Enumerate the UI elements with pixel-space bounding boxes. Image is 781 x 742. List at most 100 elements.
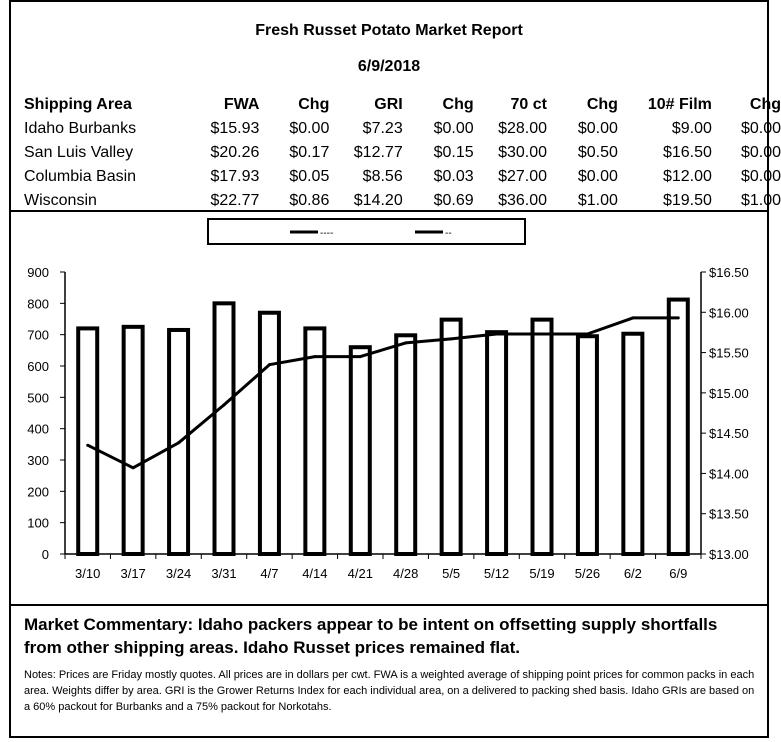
price-cell: $30.00 [498, 144, 547, 161]
line-point [177, 441, 181, 445]
shipping-area-cell: San Luis Valley [24, 144, 134, 161]
price-cell: $36.00 [498, 192, 547, 209]
line-point [222, 403, 226, 407]
price-cell: $28.00 [498, 120, 547, 137]
x-tick-label: 4/21 [348, 566, 373, 581]
price-cell: $0.00 [433, 120, 474, 137]
line-point [313, 355, 317, 359]
x-tick-label: 4/7 [260, 566, 278, 581]
legend-series-1-label: ---- [320, 228, 333, 239]
bar [621, 331, 645, 556]
shipping-area-cell: Columbia Basin [24, 168, 137, 185]
bar [530, 317, 554, 556]
column-header: GRI [374, 96, 403, 113]
report-title: Fresh Russet Potato Market Report [255, 22, 523, 39]
x-tick-label: 6/2 [624, 566, 642, 581]
table-row: Idaho Burbanks $15.93 $0.00 $7.23 $0.00 $28.0… [24, 117, 781, 141]
column-header: 10# Film [647, 96, 712, 113]
price-line [87, 316, 679, 470]
x-tick-label: 5/5 [442, 566, 460, 581]
price-cell: $0.50 [577, 144, 618, 161]
line-point [540, 332, 544, 336]
bar [303, 326, 327, 557]
price-cell: $0.86 [289, 192, 330, 209]
table-row: Columbia Basin $17.93 $0.05 $8.56 $0.03 $27.0… [24, 165, 781, 189]
price-cell: $0.00 [577, 168, 618, 185]
x-tick-label: 4/28 [393, 566, 418, 581]
price-cell: $12.77 [353, 144, 403, 161]
line-point [495, 332, 499, 336]
column-header: Shipping Area [24, 96, 132, 113]
price-cell: $17.93 [210, 168, 260, 185]
column-header: 70 ct [510, 96, 547, 113]
line-point [358, 355, 362, 359]
left-tick-label: 0 [42, 547, 49, 562]
x-tick-label: 3/24 [166, 566, 191, 581]
line-point [631, 316, 635, 320]
line-point [676, 316, 680, 320]
price-cell: $20.26 [210, 144, 260, 161]
bar [76, 326, 100, 557]
price-cell: $19.50 [662, 192, 712, 209]
price-cell: $0.00 [577, 120, 618, 137]
table-row: Wisconsin $22.77 $0.86 $14.20 $0.69 $36.00 $1.… [24, 189, 781, 213]
table-row: San Luis Valley $20.26 $0.17 $12.77 $0.15 $30… [24, 141, 781, 165]
bar [575, 334, 599, 556]
left-tick-label: 900 [27, 265, 49, 280]
price-cell: $14.20 [353, 192, 403, 209]
column-header: FWA [223, 96, 260, 113]
chart: ---- --0100200300400500600700800900$13.00… [27, 218, 749, 581]
left-tick-label: 100 [27, 516, 49, 531]
right-tick-label: $14.00 [709, 466, 749, 481]
line-point [449, 337, 453, 341]
right-tick-label: $15.50 [709, 346, 749, 361]
price-cell: $8.56 [362, 168, 403, 185]
right-tick-label: $13.00 [709, 547, 749, 562]
price-cell: $22.77 [210, 192, 260, 209]
shipping-area-cell: Wisconsin [24, 192, 97, 209]
right-tick-label: $14.50 [709, 426, 749, 441]
left-tick-label: 400 [27, 422, 49, 437]
legend-box [207, 218, 526, 245]
x-tick-label: 5/26 [575, 566, 600, 581]
left-tick-label: 700 [27, 328, 49, 343]
bar [121, 324, 145, 557]
price-cell: $1.00 [577, 192, 618, 209]
right-tick-label: $15.00 [709, 386, 749, 401]
right-tick-label: $13.50 [709, 507, 749, 522]
price-cell: $9.00 [671, 120, 712, 137]
x-tick-label: 3/17 [120, 566, 145, 581]
left-tick-label: 600 [27, 359, 49, 374]
left-tick-label: 300 [27, 453, 49, 468]
bar [348, 345, 372, 556]
x-tick-label: 3/10 [75, 566, 100, 581]
left-tick-label: 800 [27, 296, 49, 311]
table-header-row: Shipping Area FWA Chg GRI Chg 70 ct Chg 10# Fil… [24, 93, 781, 117]
price-cell: $0.05 [289, 168, 330, 185]
column-header: Chg [749, 96, 781, 113]
line-point [267, 363, 271, 367]
market-commentary: Market Commentary: Idaho packers appear … [24, 615, 718, 657]
bar [212, 301, 236, 557]
report-date: 6/9/2018 [357, 58, 421, 75]
price-cell: $0.69 [433, 192, 474, 209]
price-table: Shipping Area FWA Chg GRI Chg 70 ct Chg 10# Fil… [24, 93, 781, 213]
price-cell: $0.00 [740, 168, 781, 185]
x-tick-label: 5/19 [529, 566, 554, 581]
x-tick-label: 3/31 [211, 566, 236, 581]
bar [485, 330, 509, 556]
x-tick-label: 6/9 [669, 566, 687, 581]
bar [439, 317, 463, 556]
price-cell: $1.00 [740, 192, 781, 209]
table-bottom-divider [9, 210, 769, 212]
price-cell: $0.15 [433, 144, 474, 161]
column-header: Chg [586, 96, 618, 113]
line-point [404, 341, 408, 345]
price-cell: $27.00 [498, 168, 547, 185]
price-cell: $0.03 [433, 168, 474, 185]
line-point [131, 466, 135, 470]
notes: Notes: Prices are Friday mostly quotes. … [24, 669, 755, 713]
left-tick-label: 500 [27, 390, 49, 405]
column-header: Chg [442, 96, 474, 113]
right-tick-label: $16.00 [709, 305, 749, 320]
